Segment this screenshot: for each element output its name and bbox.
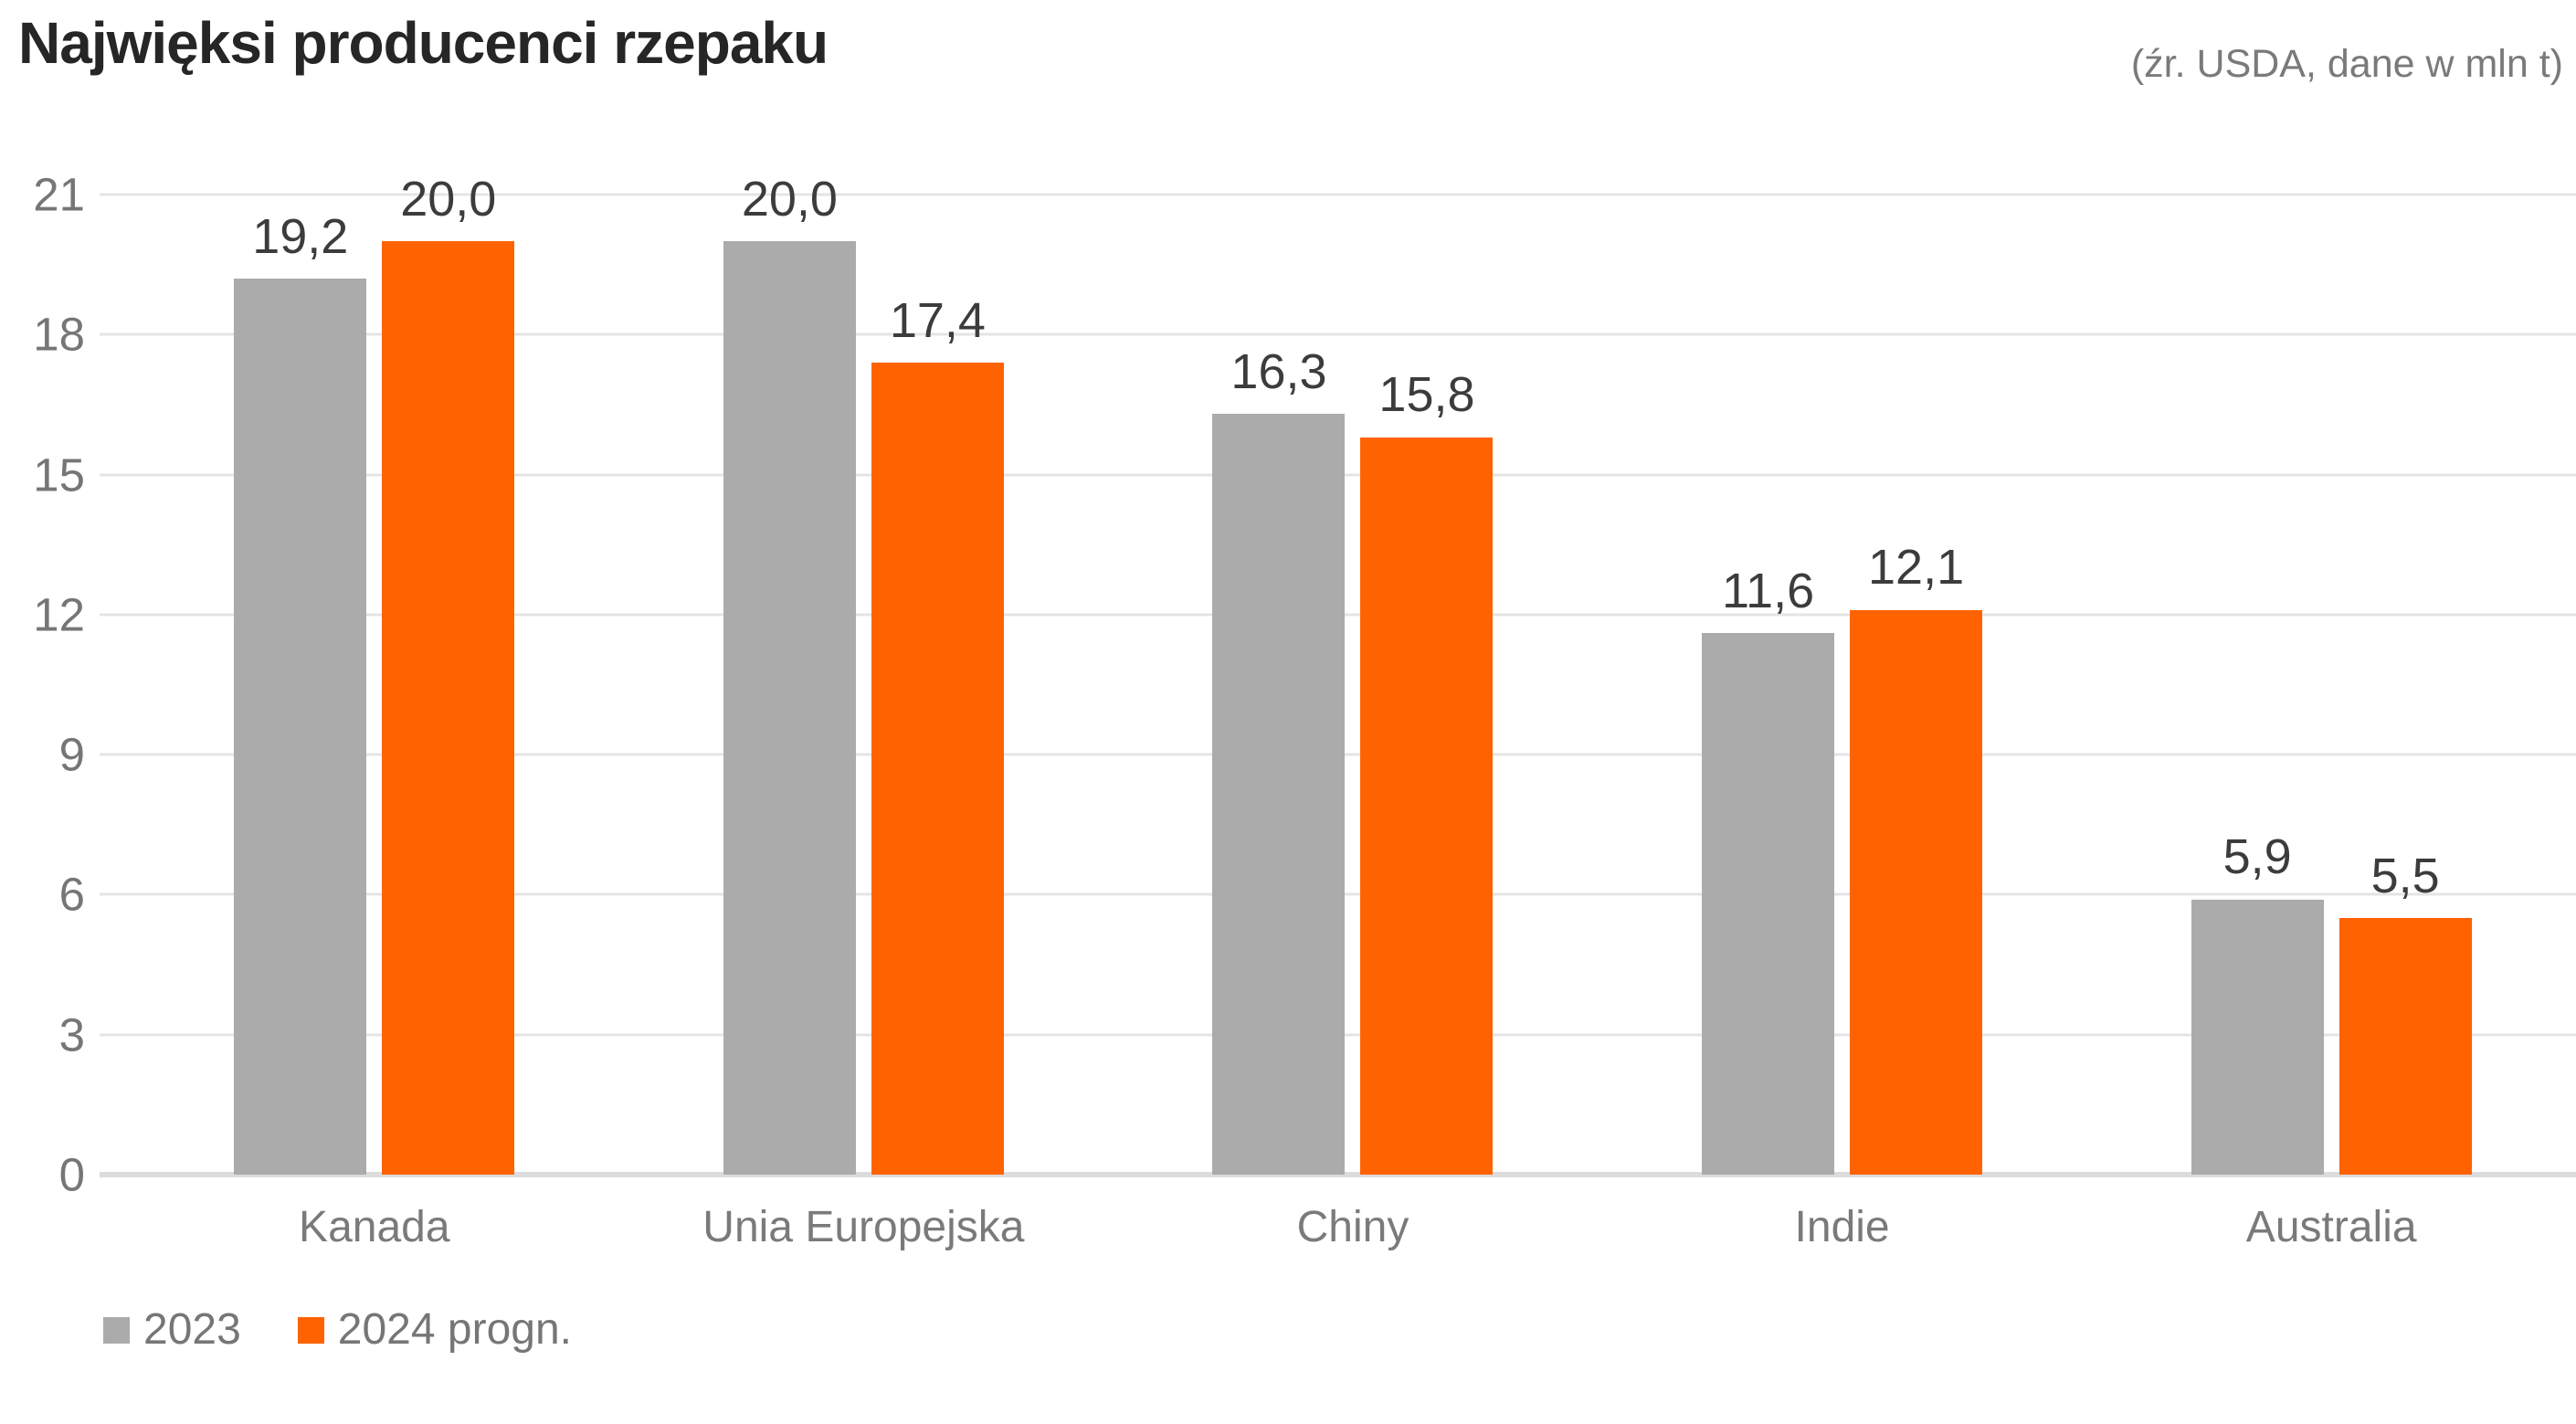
bar-value-label: 11,6 [1722, 563, 1815, 618]
y-tick-label: 9 [58, 728, 85, 781]
y-tick-label: 18 [33, 308, 85, 361]
x-category-label: Chiny [1296, 1203, 1409, 1251]
y-tick-label: 0 [58, 1148, 85, 1201]
bar-group-kanada: 19,2 20,0 [130, 172, 619, 1175]
bar-value-label: 12,1 [1868, 540, 1965, 596]
y-tick-label: 3 [58, 1008, 85, 1061]
bar-2024-progn-: 15,8 [1360, 367, 1494, 1175]
bar-value-label: 20,0 [400, 171, 497, 227]
x-axis-labels: Kanada Unia Europejska Chiny Indie Australia [130, 1202, 2576, 1252]
bar-value-label: 19,2 [252, 208, 349, 264]
x-category-label: Kanada [299, 1203, 450, 1251]
source-note: (źr. USDA, dane w mln t) [2130, 42, 2563, 86]
y-tick-label: 21 [33, 168, 85, 221]
bar-2024-progn-: 20,0 [382, 172, 515, 1175]
bar-value-label: 20,0 [741, 171, 838, 227]
bar-2023: 20,0 [723, 172, 856, 1175]
x-category-label: Indie [1794, 1203, 1890, 1251]
legend-item-2023: 2023 [103, 1308, 241, 1352]
bar-groups: 19,2 20,0 20,0 17,4 16,3 15,8 11,6 12,1 5,9 5,5 [130, 172, 2576, 1175]
y-tick-label: 12 [33, 588, 85, 641]
bar-value-label: 16,3 [1230, 343, 1327, 399]
bar-2024-progn-: 12,1 [1850, 540, 1983, 1175]
bar-value-label: 5,5 [2370, 848, 2440, 903]
bar-value-label: 17,4 [889, 292, 986, 348]
bar-group-australia: 5,9 5,5 [2086, 195, 2576, 1175]
legend-item-2024: 2024 progn. [297, 1305, 572, 1354]
bar-group-unia-europejska: 20,0 17,4 [619, 172, 1109, 1175]
legend-swatch [103, 1316, 130, 1344]
bar-group-chiny: 16,3 15,8 [1108, 195, 1598, 1175]
bar-2023: 5,9 [2191, 829, 2324, 1175]
bar-2023: 11,6 [1702, 564, 1835, 1175]
legend-label: 2023 [143, 1305, 241, 1354]
bar-2023: 16,3 [1212, 344, 1346, 1175]
y-tick-label: 15 [33, 448, 85, 501]
bar-group-indie: 11,6 12,1 [1598, 195, 2087, 1175]
bar-2024-progn-: 5,5 [2338, 849, 2472, 1175]
x-category-label: Australia [2245, 1203, 2417, 1251]
bar-2023: 19,2 [234, 209, 367, 1175]
x-axis-line [100, 1172, 2576, 1177]
x-category-label: Unia Europejska [702, 1203, 1025, 1251]
plot-area: 0 3 6 9 12 15 18 21 19,2 20,0 20,0 17,4 16,3 15,8 11,… [33, 172, 2576, 1251]
bar-value-label: 15,8 [1378, 367, 1475, 423]
y-tick-label: 6 [58, 868, 85, 921]
gridline [100, 193, 2576, 196]
bar-2024-progn-: 17,4 [871, 293, 1004, 1175]
legend-label: 2024 progn. [337, 1305, 572, 1354]
bar-value-label: 5,9 [2222, 829, 2292, 885]
chart-title: Najwięksi producenci rzepaku [18, 10, 829, 76]
gridline [100, 332, 2576, 336]
legend-swatch [297, 1316, 324, 1344]
legend: 2023 2024 progn. [103, 1308, 572, 1352]
